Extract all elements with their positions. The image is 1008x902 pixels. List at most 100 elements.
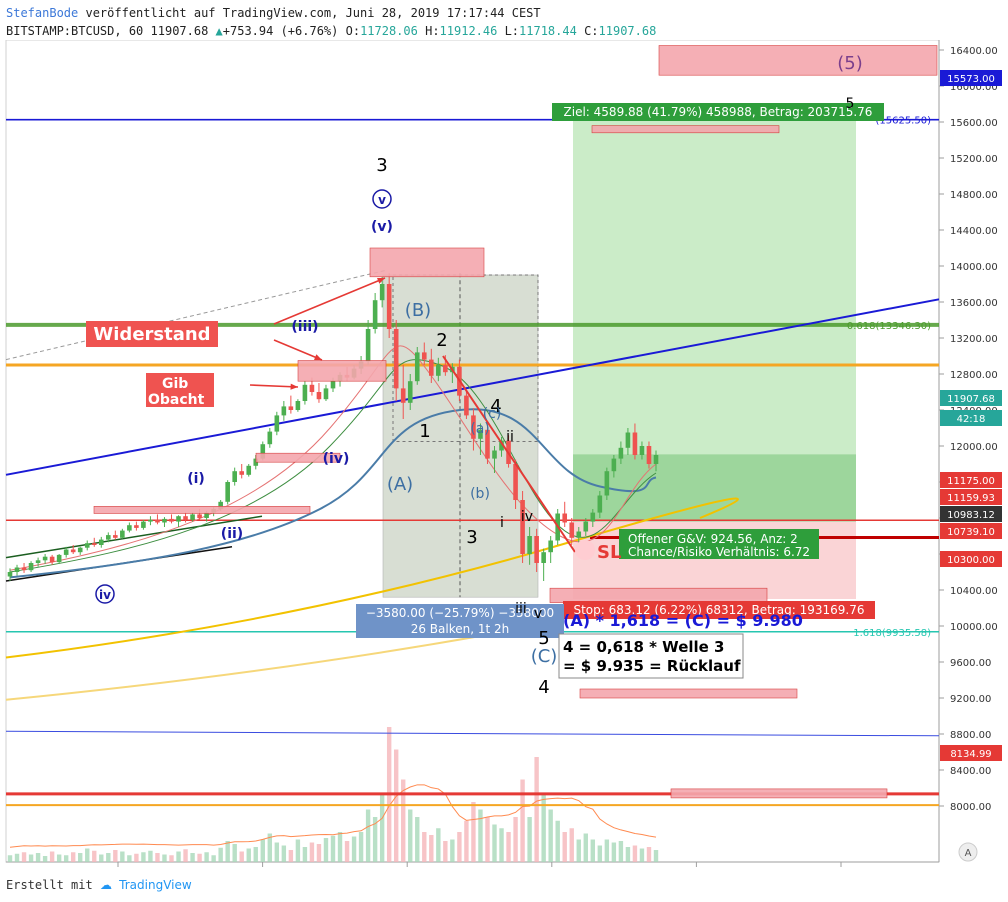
candle-body (295, 401, 301, 410)
wave-5-label: (5) (837, 53, 863, 74)
candle-body (232, 471, 237, 482)
volume-bar (541, 794, 546, 862)
volume-bar (85, 848, 90, 862)
candle-body (365, 329, 371, 362)
auto-scale-button[interactable] (958, 842, 978, 862)
wave-iv-circle-icon (95, 584, 115, 604)
high-value: 11912.46 (439, 24, 498, 38)
pink-box-c (549, 587, 768, 603)
candle-body (393, 329, 399, 389)
volume-bar (106, 853, 111, 862)
wave-4-bottom-label: 4 (538, 677, 549, 698)
wave-i-label: (i) (187, 471, 205, 487)
candle-body (288, 406, 294, 410)
low-label: L: (504, 24, 520, 38)
note-line-1: 4 = 0,618 * Welle 3 (563, 638, 724, 656)
symbol-label: BITSTAMP:BTCUSD, 60 (6, 24, 144, 38)
obacht-label: Obacht (148, 392, 205, 408)
candle-body (646, 446, 652, 464)
volume-bar (70, 852, 76, 862)
close-label: C: (584, 24, 599, 38)
candle-body (302, 384, 308, 401)
candle-body (155, 519, 160, 523)
price-label: 11175.00 (947, 476, 995, 487)
volume-bar (604, 839, 610, 862)
candle-body (309, 384, 315, 392)
volume-bar (232, 844, 237, 862)
created-with: Erstellt mit (6, 878, 93, 892)
candle-body (421, 352, 427, 360)
gray-dashed-trendline (5, 270, 386, 361)
wave-B-label: (B) (405, 300, 431, 321)
volume-bar (197, 853, 202, 862)
header-line-1: StefanBode veröffentlicht auf TradingVie… (6, 6, 541, 20)
price-label-box (940, 70, 1002, 86)
blue-trendline (5, 298, 940, 476)
candle-body (28, 563, 34, 571)
volume-bar (358, 832, 364, 862)
candle-body (239, 471, 245, 475)
y-tick-label: 16400.00 (950, 46, 998, 57)
candle-body (583, 521, 589, 532)
candle-body (590, 512, 596, 522)
candle-body (407, 381, 413, 403)
auto-scale-label: A (965, 848, 972, 859)
volume-bar (485, 817, 490, 862)
candle-body (534, 536, 539, 563)
thin-blue-line (5, 730, 940, 737)
sl-label: SL (597, 542, 621, 563)
arrow-to-v-head (377, 277, 385, 284)
volume-bar (211, 855, 216, 862)
widerstand-label: Widerstand (93, 324, 210, 345)
volume-bar (134, 853, 139, 862)
candle-body (379, 284, 385, 301)
candle-body (190, 514, 195, 520)
y-tick-label: 13600.00 (950, 298, 998, 309)
publish-info: veröffentlicht auf TradingView.com, Juni… (85, 6, 541, 20)
candle-body (7, 572, 13, 577)
wave-iv-small-label: iv (521, 509, 533, 525)
candle-body (625, 432, 631, 448)
tradingview-brand[interactable]: TradingView (119, 878, 192, 892)
volume-bar (246, 848, 251, 862)
candle-body (148, 519, 153, 522)
volume-bar (492, 824, 497, 862)
volume-bar (429, 835, 434, 862)
candle-body (576, 531, 582, 538)
candle-body (162, 518, 167, 523)
wave-iii-label: (iii) (291, 319, 318, 335)
price-label: 10739.10 (947, 527, 995, 538)
formula-label: (A) * 1,618 = (C) = $ 9.980 (563, 611, 803, 630)
note-line-2: = $ 9.935 = Rücklauf (563, 657, 741, 675)
candle-body (618, 447, 624, 459)
price-label-box (940, 472, 1002, 488)
candle-body (323, 388, 329, 400)
open-value: 11728.06 (360, 24, 418, 38)
tradingview-logo-icon[interactable]: ☁ (99, 878, 112, 892)
volume-bar (21, 852, 27, 862)
candle-body (225, 482, 230, 502)
candle-body (632, 432, 638, 455)
wave-v-small-label: v (534, 606, 542, 622)
volume-bar (260, 839, 265, 862)
pink-box-v (369, 247, 485, 278)
volume-bar (618, 841, 624, 862)
level-label-9935: 1.618(9935.58) (853, 628, 931, 639)
volume-bar (218, 847, 223, 862)
candle-body (56, 554, 62, 563)
price-chart[interactable]: 16400.00 16000.00 15600.00 15200.00 14800.00… (0, 40, 1008, 870)
volume-bar (148, 850, 153, 862)
volume-bar (365, 809, 371, 862)
open-pl-box (619, 529, 819, 559)
up-triangle-icon: ▲ (215, 24, 223, 38)
candle-body (316, 392, 322, 400)
note-box (558, 633, 744, 679)
y-tick-label: 16000.00 (950, 82, 998, 93)
candle-body (492, 450, 497, 459)
measure-label-box (356, 604, 564, 638)
volume-bar (344, 841, 350, 862)
pink-box-bottom (670, 788, 888, 799)
price-label-box (940, 551, 1002, 567)
author-name[interactable]: StefanBode (6, 6, 79, 20)
